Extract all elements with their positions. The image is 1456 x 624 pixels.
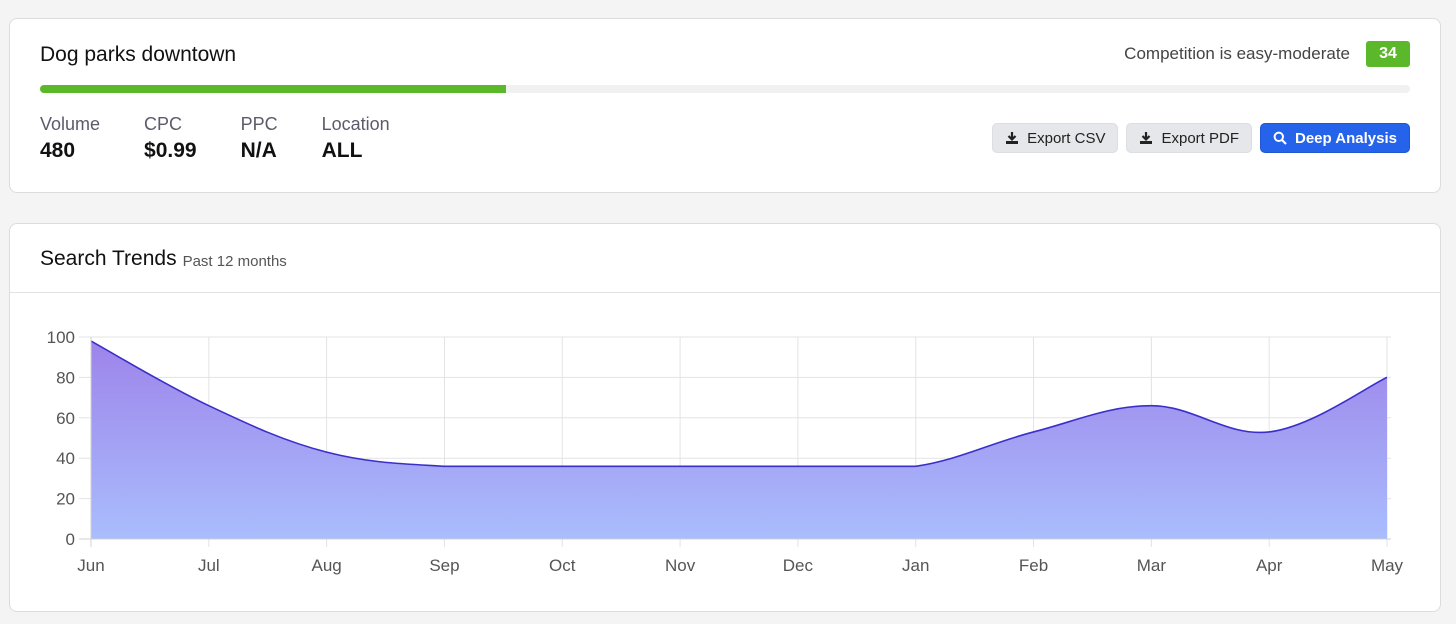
x-tick-label: Mar [1137, 556, 1167, 575]
x-tick-label: Nov [665, 556, 696, 575]
keyword-title: Dog parks downtown [40, 43, 237, 66]
data-point-oct [560, 464, 564, 468]
download-icon [1005, 131, 1019, 145]
metric-ppc: PPC N/A [241, 113, 278, 163]
search-trends-chart: 0 20 40 60 80 100 Jun Jul Aug Sep Oct Nov Dec Jan Feb M… [47, 328, 1404, 575]
data-point-dec [796, 464, 800, 468]
x-tick-label: Jun [77, 556, 104, 575]
metric-cpc-value: $0.99 [144, 139, 197, 162]
data-point-jun [89, 339, 93, 343]
y-tick-label: 40 [56, 449, 75, 468]
deep-analysis-button[interactable]: Deep Analysis [1260, 123, 1410, 153]
data-point-may [1385, 375, 1389, 379]
data-point-nov [678, 464, 682, 468]
metric-ppc-label: PPC [240, 114, 278, 134]
metric-location-label: Location [321, 114, 390, 134]
competition-score-badge: 34 [1366, 41, 1410, 67]
x-tick-label: Aug [312, 556, 342, 575]
x-tick-label: May [1371, 556, 1404, 575]
competition-progress-fill [40, 85, 506, 93]
download-icon [1139, 131, 1153, 145]
data-point-jan [914, 464, 918, 468]
keyword-card: Dog parks downtown Competition is easy-m… [9, 18, 1441, 193]
data-point-sep [442, 464, 446, 468]
y-tick-label: 60 [56, 409, 75, 428]
y-tick-label: 0 [66, 530, 75, 549]
x-tick-label: Dec [783, 556, 814, 575]
trends-title: Search Trends [40, 247, 177, 270]
competition-label: Competition is easy-moderate [1124, 44, 1350, 63]
data-point-feb [1032, 430, 1036, 434]
metric-location-value: ALL [321, 139, 363, 162]
metric-volume-value: 480 [40, 139, 76, 162]
keyword-metrics: Volume 480 CPC $0.99 PPC N/A Location AL… [40, 113, 434, 163]
y-tick-label: 80 [56, 368, 75, 387]
competition-indicator: Competition is easy-moderate 34 [1124, 41, 1410, 67]
data-point-apr [1267, 430, 1271, 434]
trends-header: Search Trends Past 12 months [10, 224, 1440, 293]
export-csv-button[interactable]: Export CSV [992, 123, 1119, 153]
x-tick-label: Sep [429, 556, 459, 575]
metric-cpc-label: CPC [144, 114, 183, 134]
search-trends-card: Search Trends Past 12 months 0 20 40 60 80 10… [9, 223, 1441, 612]
data-point-aug [325, 450, 329, 454]
export-actions: Export CSV Export PDF Deep Analysis [992, 123, 1410, 153]
export-pdf-button[interactable]: Export PDF [1126, 123, 1252, 153]
data-point-jul [207, 404, 211, 408]
x-tick-label: Apr [1256, 556, 1283, 575]
metric-ppc-value: N/A [240, 139, 277, 162]
export-csv-label: Export CSV [1027, 129, 1106, 147]
metric-cpc: CPC $0.99 [144, 113, 197, 163]
deep-analysis-label: Deep Analysis [1295, 129, 1397, 147]
metric-volume: Volume 480 [40, 113, 100, 163]
trends-subtitle: Past 12 months [182, 252, 287, 270]
competition-progress-bar [40, 85, 1410, 93]
x-tick-label: Jul [198, 556, 220, 575]
x-tick-label: Oct [549, 556, 576, 575]
trend-line [90, 340, 1388, 468]
metric-location: Location ALL [322, 113, 390, 163]
search-icon [1273, 131, 1287, 145]
metric-volume-label: Volume [40, 114, 101, 134]
trend-area-fill [91, 341, 1387, 539]
y-tick-label: 100 [47, 328, 75, 347]
data-point-mar [1149, 404, 1153, 408]
export-pdf-label: Export PDF [1161, 129, 1239, 147]
x-tick-label: Feb [1019, 556, 1048, 575]
x-tick-label: Jan [902, 556, 929, 575]
y-tick-label: 20 [56, 490, 75, 509]
